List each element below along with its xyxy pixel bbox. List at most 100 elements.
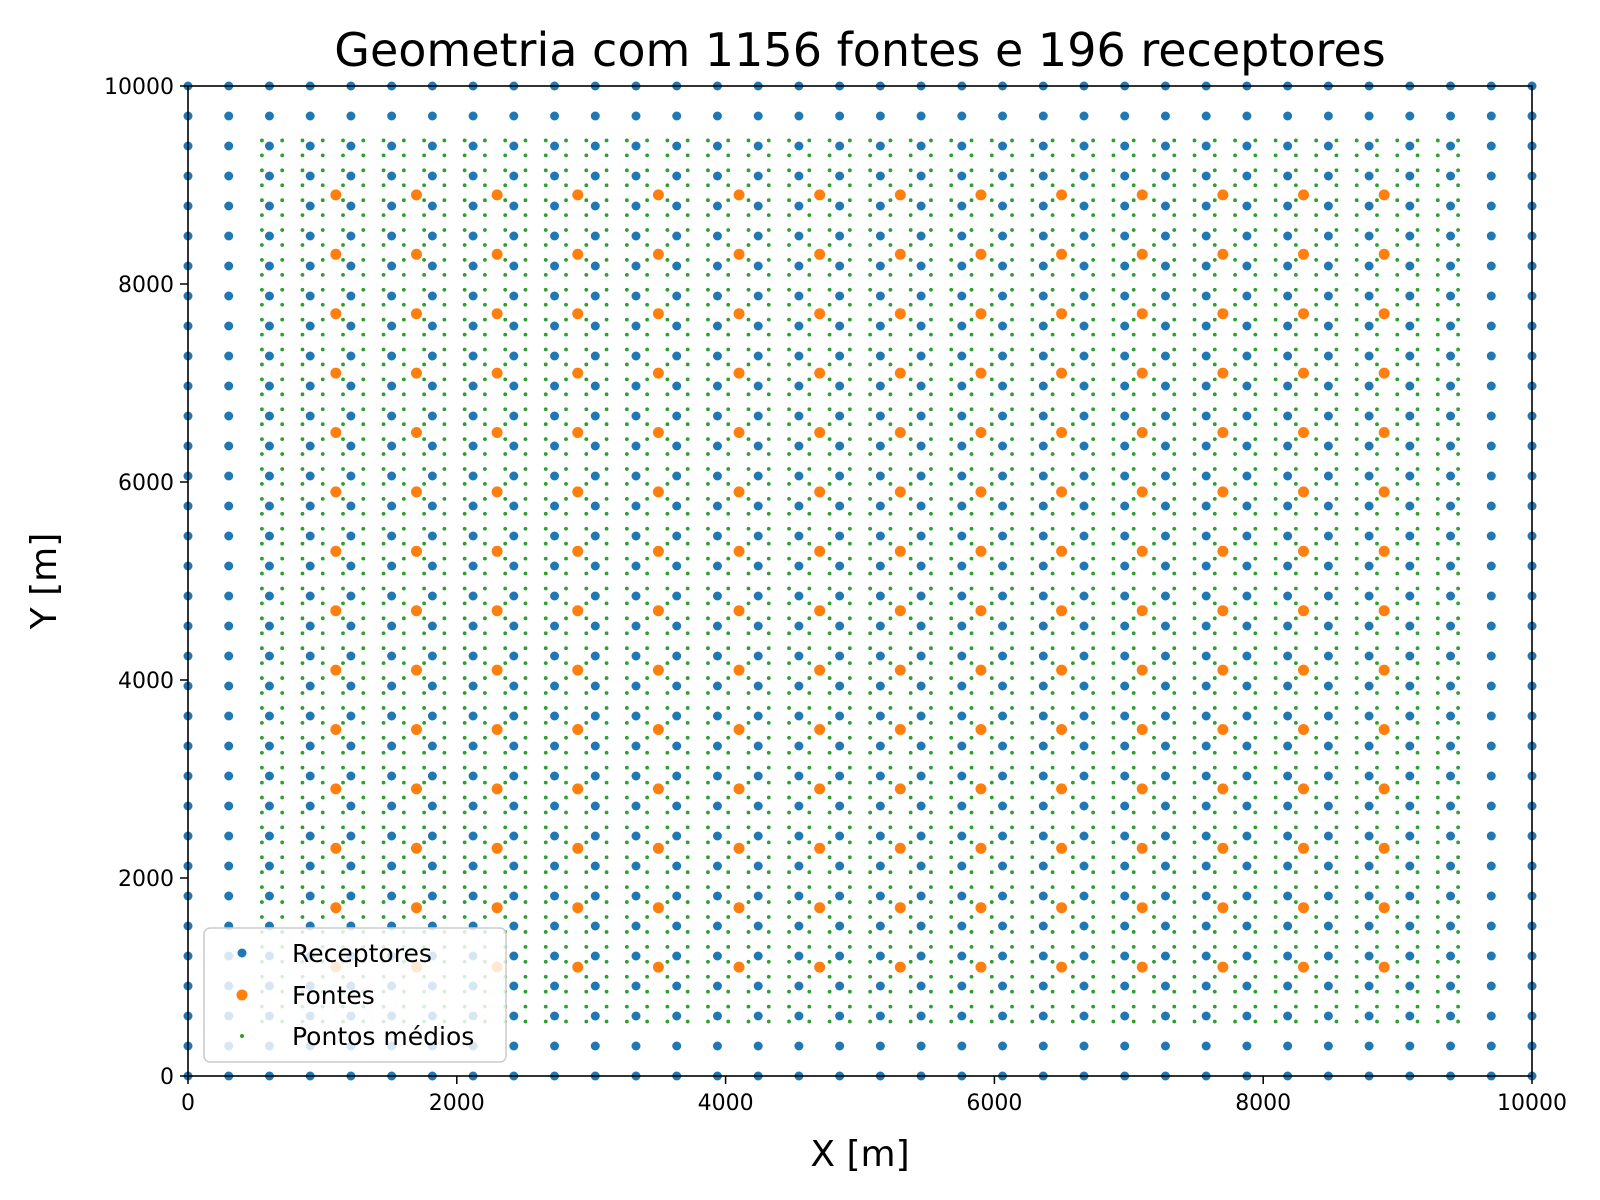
ponto-medio-point (260, 482, 264, 486)
receptor-point (794, 861, 804, 871)
receptor-point (1446, 321, 1456, 331)
ponto-medio-point (888, 810, 893, 815)
receptor-point (794, 261, 804, 271)
receptor-point (1446, 921, 1456, 931)
ponto-medio-point (1456, 258, 1460, 262)
ponto-medio-point (624, 631, 629, 636)
ponto-medio-point (665, 377, 670, 382)
ponto-medio-point (624, 332, 629, 337)
ponto-medio-point (706, 571, 710, 576)
ponto-medio-point (1070, 526, 1075, 531)
ponto-medio-point (604, 586, 609, 591)
ponto-medio-point (1192, 780, 1197, 785)
ponto-medio-point (1131, 526, 1136, 531)
ponto-medio-point (361, 243, 366, 247)
ponto-medio-point (1334, 944, 1339, 949)
ponto-medio-point (847, 944, 852, 949)
fonte-point (652, 605, 664, 617)
ponto-medio-point (300, 213, 305, 218)
ponto-medio-point (1354, 556, 1359, 561)
receptor-point (1486, 141, 1496, 151)
ponto-medio-point (1111, 377, 1116, 382)
ponto-medio-point (300, 258, 305, 262)
ponto-medio-point (1152, 780, 1156, 785)
ponto-medio-point (543, 392, 548, 397)
receptor-point (387, 681, 397, 691)
ponto-medio-point (1111, 974, 1116, 979)
ponto-medio-point (1415, 676, 1420, 680)
ponto-medio-point (320, 586, 325, 591)
ponto-medio-point (543, 676, 548, 680)
ponto-medio-point (1253, 168, 1258, 173)
ponto-medio-point (1111, 661, 1116, 666)
ponto-medio-point (624, 825, 629, 830)
ponto-medio-point (949, 496, 954, 501)
receptor-point (1242, 1011, 1252, 1021)
ponto-medio-point (280, 900, 285, 904)
ponto-medio-point (706, 930, 710, 934)
ponto-medio-point (888, 586, 893, 591)
ponto-medio-point (969, 1004, 974, 1009)
ponto-medio-point (1334, 1004, 1339, 1009)
ponto-medio-point (868, 1004, 873, 1009)
receptor-point (753, 381, 763, 391)
ponto-medio-point (827, 974, 832, 979)
ponto-medio-point (1415, 974, 1420, 979)
receptor-point (509, 591, 519, 601)
ponto-medio-point (604, 944, 609, 949)
ponto-medio-point (483, 452, 487, 456)
receptor-point (224, 171, 234, 181)
ponto-medio-point (929, 571, 933, 576)
ponto-medio-point (929, 780, 933, 785)
receptor-point (1160, 861, 1170, 871)
ponto-medio-point (341, 691, 345, 695)
ponto-medio-point (523, 780, 528, 785)
ponto-medio-point (949, 974, 954, 979)
ponto-medio-point (1010, 302, 1014, 307)
ponto-medio-point (1050, 601, 1055, 606)
ponto-medio-point (1070, 541, 1075, 546)
ponto-medio-point (260, 347, 264, 352)
ponto-medio-point (604, 840, 609, 845)
ponto-medio-point (1253, 437, 1258, 442)
ponto-medio-point (685, 422, 690, 427)
ponto-medio-point (1334, 750, 1339, 755)
ponto-medio-point (1435, 631, 1440, 636)
receptor-point (998, 831, 1008, 841)
ponto-medio-point (422, 631, 427, 636)
ponto-medio-point (462, 168, 467, 173)
ponto-medio-point (807, 183, 812, 188)
ponto-medio-point (300, 482, 305, 486)
ponto-medio-point (1375, 750, 1379, 755)
ponto-medio-point (1192, 392, 1197, 397)
ponto-medio-point (1050, 317, 1055, 322)
ponto-medio-point (1192, 750, 1197, 755)
fonte-point (330, 308, 342, 320)
ponto-medio-point (807, 885, 812, 890)
ponto-medio-point (807, 1004, 812, 1009)
ponto-medio-point (1091, 198, 1096, 203)
ponto-medio-point (949, 198, 954, 203)
fonte-point (330, 842, 342, 854)
ponto-medio-point (645, 437, 650, 442)
ponto-medio-point (1172, 362, 1177, 367)
y-tick-label: 10000 (104, 75, 174, 100)
ponto-medio-point (523, 482, 528, 486)
ponto-medio-point (1293, 511, 1298, 516)
ponto-medio-point (401, 183, 406, 188)
ponto-medio-point (1091, 691, 1096, 695)
receptor-point (957, 531, 967, 541)
ponto-medio-point (929, 989, 933, 994)
ponto-medio-point (543, 317, 548, 322)
ponto-medio-point (1334, 243, 1339, 247)
ponto-medio-point (442, 482, 447, 486)
receptor-point (550, 111, 560, 121)
receptor-point (957, 591, 967, 601)
ponto-medio-point (929, 676, 933, 680)
ponto-medio-point (929, 138, 933, 143)
ponto-medio-point (1354, 482, 1359, 486)
ponto-medio-point (1070, 362, 1075, 367)
receptor-point (835, 651, 845, 661)
ponto-medio-point (1050, 691, 1055, 695)
fonte-point (894, 427, 906, 438)
